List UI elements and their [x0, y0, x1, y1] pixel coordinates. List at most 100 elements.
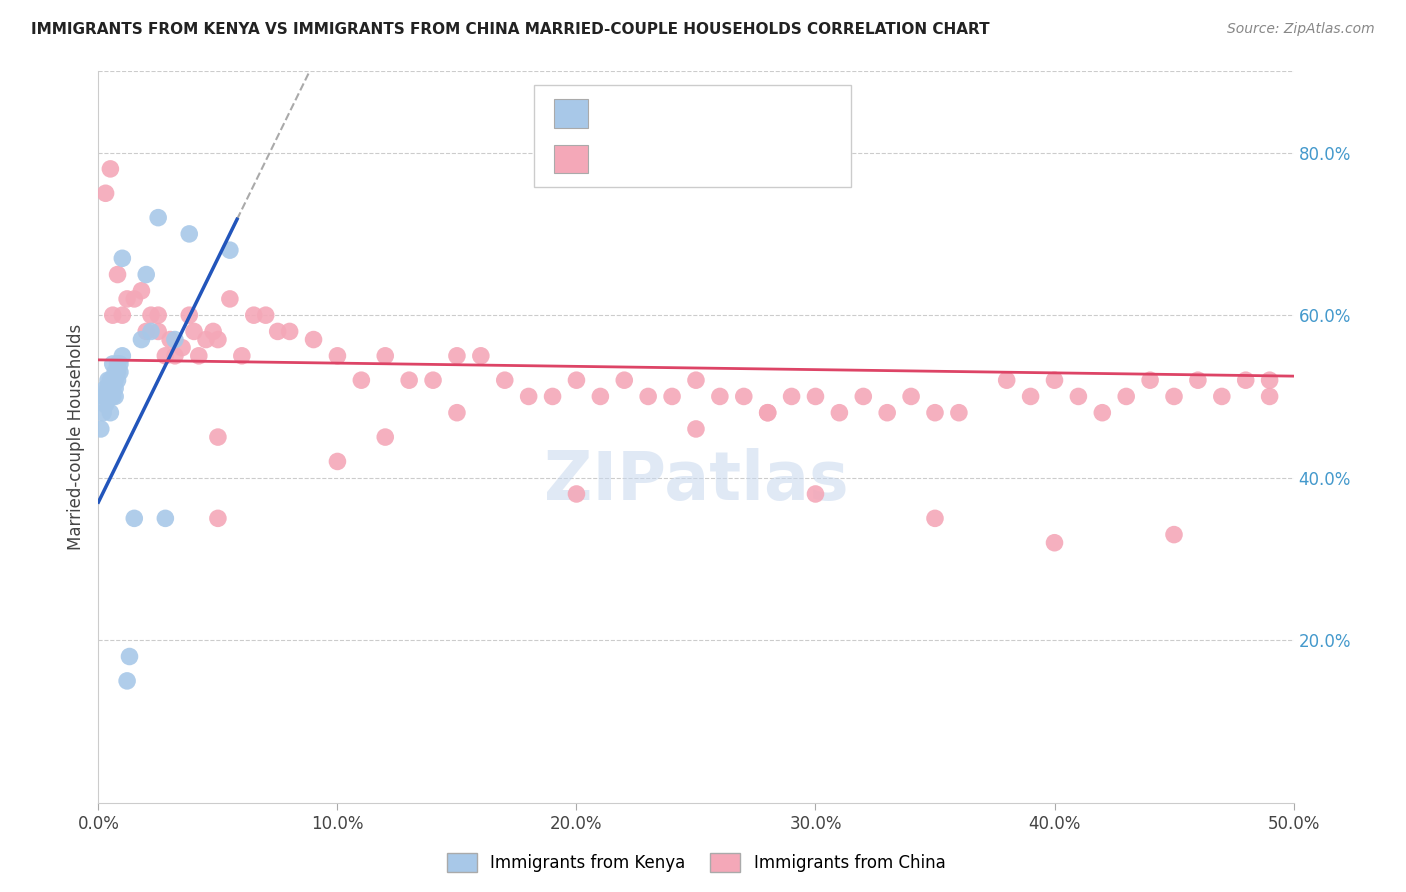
Point	[159, 333, 181, 347]
Point	[924, 511, 946, 525]
Point	[685, 422, 707, 436]
Point	[685, 373, 707, 387]
Point	[107, 365, 129, 379]
Text: R =  0.498   N = 39: R = 0.498 N = 39	[600, 104, 762, 122]
Point	[97, 381, 120, 395]
Point	[139, 308, 162, 322]
Legend: Immigrants from Kenya, Immigrants from China: Immigrants from Kenya, Immigrants from C…	[440, 846, 952, 879]
Point	[97, 373, 120, 387]
Point	[202, 325, 225, 339]
Point	[108, 357, 131, 371]
Point	[91, 389, 114, 403]
Point	[207, 333, 229, 347]
Point	[97, 389, 120, 403]
Point	[101, 381, 124, 395]
Point	[104, 365, 127, 379]
Point	[139, 325, 162, 339]
Point	[207, 430, 229, 444]
Point	[94, 389, 117, 403]
Point	[111, 308, 134, 322]
Point	[565, 373, 588, 387]
Point	[179, 227, 201, 241]
Point	[1091, 406, 1114, 420]
Point	[118, 649, 141, 664]
Point	[104, 373, 127, 387]
Point	[1043, 373, 1066, 387]
Point	[804, 389, 827, 403]
Point	[1211, 389, 1233, 403]
Point	[148, 308, 170, 322]
Point	[135, 325, 157, 339]
Point	[589, 389, 612, 403]
Point	[101, 373, 124, 387]
Point	[852, 389, 875, 403]
Point	[1115, 389, 1137, 403]
Point	[131, 333, 153, 347]
Point	[111, 349, 134, 363]
Point	[374, 430, 396, 444]
Point	[1139, 373, 1161, 387]
Point	[828, 406, 851, 420]
Point	[91, 406, 114, 420]
Point	[350, 373, 373, 387]
Point	[1234, 373, 1257, 387]
Point	[98, 381, 122, 395]
Point	[101, 389, 124, 403]
Point	[101, 357, 124, 371]
Point	[924, 406, 946, 420]
Point	[302, 333, 325, 347]
Point	[155, 511, 177, 525]
Point	[98, 406, 122, 420]
Point	[1163, 389, 1185, 403]
Point	[179, 308, 201, 322]
Point	[107, 373, 129, 387]
Point	[278, 325, 301, 339]
Point	[1187, 373, 1209, 387]
Text: ZIPatlas: ZIPatlas	[544, 448, 848, 514]
Point	[163, 349, 186, 363]
Point	[94, 186, 117, 201]
Point	[470, 349, 492, 363]
Point	[876, 406, 898, 420]
Point	[195, 333, 218, 347]
Point	[207, 511, 229, 525]
Point	[98, 389, 122, 403]
Point	[107, 357, 129, 371]
Point	[709, 389, 731, 403]
Point	[111, 252, 134, 266]
Point	[565, 487, 588, 501]
Point	[661, 389, 683, 403]
Point	[98, 161, 122, 176]
Point	[1019, 389, 1042, 403]
Point	[1258, 373, 1281, 387]
Point	[780, 389, 803, 403]
Point	[637, 389, 659, 403]
Point	[494, 373, 516, 387]
Point	[948, 406, 970, 420]
Text: Source: ZipAtlas.com: Source: ZipAtlas.com	[1227, 22, 1375, 37]
Point	[90, 422, 112, 436]
Point	[148, 211, 170, 225]
Point	[131, 284, 153, 298]
Point	[231, 349, 253, 363]
Point	[900, 389, 922, 403]
Point	[104, 389, 127, 403]
Point	[254, 308, 277, 322]
Point	[115, 292, 138, 306]
Point	[101, 308, 124, 322]
Point	[163, 333, 186, 347]
Point	[135, 268, 157, 282]
Text: IMMIGRANTS FROM KENYA VS IMMIGRANTS FROM CHINA MARRIED-COUPLE HOUSEHOLDS CORRELA: IMMIGRANTS FROM KENYA VS IMMIGRANTS FROM…	[31, 22, 990, 37]
Point	[1043, 535, 1066, 549]
Point	[804, 487, 827, 501]
Point	[733, 389, 755, 403]
Point	[374, 349, 396, 363]
Point	[517, 389, 540, 403]
Point	[219, 292, 242, 306]
Point	[326, 454, 349, 468]
Point	[446, 406, 468, 420]
Point	[148, 325, 170, 339]
Text: R = -0.041   N = 81: R = -0.041 N = 81	[600, 150, 763, 168]
Point	[422, 373, 444, 387]
Point	[115, 673, 138, 688]
